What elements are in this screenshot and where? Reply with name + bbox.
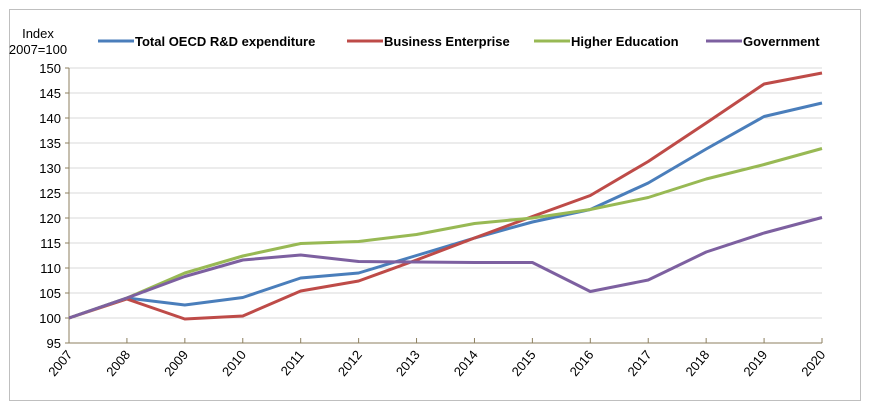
legend-label: Business Enterprise [384, 34, 510, 49]
y-tick-label: 130 [39, 161, 61, 176]
axes [68, 68, 822, 344]
y-tick-label: 145 [39, 86, 61, 101]
series-line-government [68, 216, 823, 320]
x-tick-label: 2017 [624, 347, 654, 379]
x-tick-label: 2009 [161, 347, 191, 379]
x-tick-label: 2015 [509, 347, 539, 379]
x-tick-label: 2020 [798, 347, 828, 379]
y-axis-label-line2: 2007=100 [9, 42, 67, 57]
x-tick-label: 2007 [45, 347, 75, 379]
x-tick-label: 2013 [393, 347, 423, 379]
x-tick-label: 2010 [219, 347, 249, 379]
y-tick-label: 135 [39, 136, 61, 151]
series-lines [68, 71, 823, 321]
y-tick-label: 115 [40, 236, 61, 251]
y-axis-ticks: 95 100 105 110 115 120 125 130 135 140 145 150 [39, 61, 69, 351]
x-tick-label: 2016 [567, 347, 597, 379]
y-tick-label: 140 [39, 111, 61, 126]
x-tick-label: 2011 [278, 347, 307, 378]
x-tick-label: 2018 [682, 347, 712, 379]
y-tick-label: 100 [39, 311, 61, 326]
y-tick-label: 95 [47, 336, 61, 351]
series-line-higher-education [68, 147, 823, 320]
y-tick-label: 150 [39, 61, 61, 76]
y-axis-label-line1: Index [22, 26, 54, 41]
chart-frame [9, 9, 861, 401]
gridlines [69, 67, 822, 319]
legend-label: Total OECD R&D expenditure [135, 34, 315, 49]
legend-label: Higher Education [571, 34, 679, 49]
y-tick-label: 120 [39, 211, 61, 226]
y-tick-label: 110 [40, 261, 61, 276]
x-tick-label: 2012 [335, 347, 365, 379]
series-line-total-oecd-r-d-expenditure [68, 101, 823, 320]
x-axis-ticks: 2007 2008 2009 2010 2011 2012 2013 2014 2015 2016… [45, 338, 828, 379]
legend-label: Government [743, 34, 820, 49]
series-line-business-enterprise [68, 71, 823, 321]
y-tick-label: 105 [39, 286, 61, 301]
legend: Total OECD R&D expenditure Business Enter… [98, 34, 820, 49]
x-tick-label: 2014 [451, 347, 481, 379]
x-tick-label: 2008 [103, 347, 133, 379]
y-tick-label: 125 [39, 186, 61, 201]
x-tick-label: 2019 [740, 347, 770, 379]
